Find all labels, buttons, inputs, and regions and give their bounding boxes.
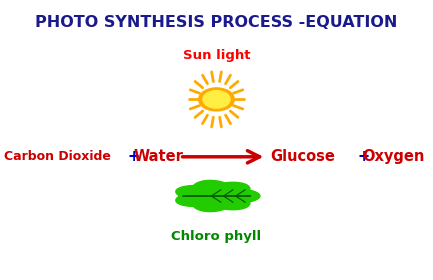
Text: Sun light: Sun light xyxy=(183,50,250,62)
Text: Glucose: Glucose xyxy=(271,149,336,164)
Text: Water: Water xyxy=(133,149,183,164)
Text: PHOTO SYNTHESIS PROCESS -EQUATION: PHOTO SYNTHESIS PROCESS -EQUATION xyxy=(36,15,397,30)
Text: Oxygen: Oxygen xyxy=(362,149,424,164)
Text: +: + xyxy=(357,149,369,164)
Text: Carbon Dioxide: Carbon Dioxide xyxy=(4,150,111,163)
Polygon shape xyxy=(176,180,260,212)
Circle shape xyxy=(203,91,230,108)
Circle shape xyxy=(199,88,234,111)
Text: +: + xyxy=(128,149,140,164)
Text: Chloro phyll: Chloro phyll xyxy=(171,230,262,243)
